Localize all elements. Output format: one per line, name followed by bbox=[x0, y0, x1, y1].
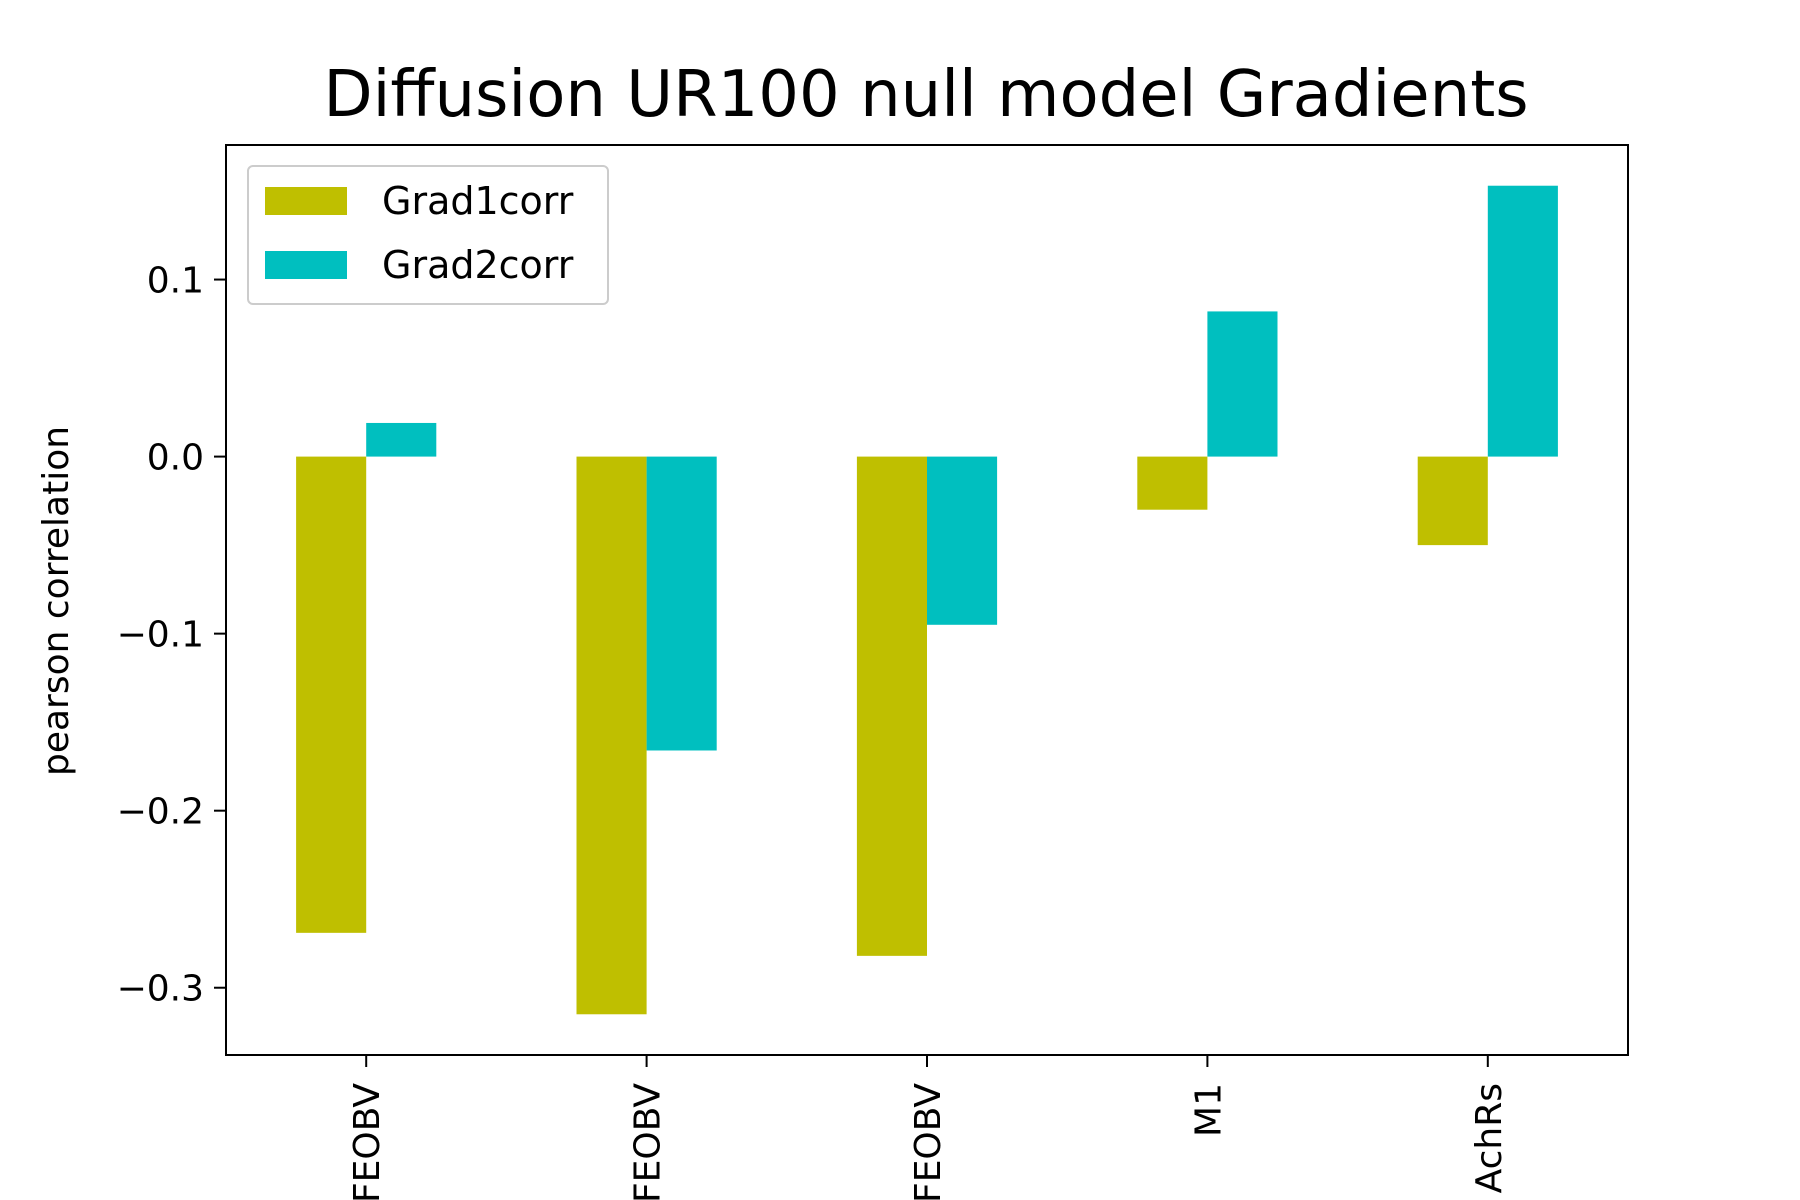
bar-Grad2corr-0 bbox=[366, 422, 437, 457]
legend-label-Grad1corr: Grad1corr bbox=[382, 179, 574, 223]
chart-title: Diffusion UR100 null model Gradients bbox=[323, 58, 1528, 132]
bar-Grad2corr-4 bbox=[1487, 185, 1558, 457]
y-tick-label-2: −0.1 bbox=[117, 615, 204, 656]
y-tick-label-0: −0.3 bbox=[117, 969, 204, 1010]
bar-Grad1corr-1 bbox=[576, 456, 647, 1015]
y-tick-label-3: 0.0 bbox=[147, 438, 204, 479]
bars-group bbox=[296, 185, 1558, 1015]
legend: Grad1corr Grad2corr bbox=[247, 165, 609, 305]
bar-Grad1corr-2 bbox=[856, 456, 927, 956]
legend-swatch-Grad1corr bbox=[265, 187, 347, 215]
y-tick-label-4: 0.1 bbox=[147, 261, 204, 302]
bar-Grad2corr-3 bbox=[1207, 311, 1278, 457]
bar-Grad1corr-4 bbox=[1417, 456, 1488, 546]
bar-Grad2corr-2 bbox=[927, 456, 998, 625]
bar-Grad1corr-0 bbox=[296, 456, 367, 933]
x-axis-ticks: FEOBV FEOBV FEOBV M1 AchRs bbox=[347, 1055, 1510, 1200]
x-tick-label-0: FEOBV bbox=[347, 1083, 388, 1200]
y-axis-ticks: −0.3 −0.2 −0.1 0.0 0.1 bbox=[117, 261, 226, 1010]
bar-Grad2corr-1 bbox=[646, 456, 717, 751]
y-axis-label: pearson correlation bbox=[36, 426, 77, 776]
legend-swatch-Grad2corr bbox=[265, 251, 347, 279]
y-tick-label-1: −0.2 bbox=[117, 792, 204, 833]
x-tick-label-2: FEOBV bbox=[908, 1083, 949, 1200]
x-tick-label-3: M1 bbox=[1188, 1083, 1229, 1137]
plot-frame bbox=[225, 144, 1629, 1056]
x-tick-label-1: FEOBV bbox=[628, 1083, 669, 1200]
legend-label-Grad2corr: Grad2corr bbox=[382, 243, 574, 287]
x-tick-label-4: AchRs bbox=[1469, 1083, 1510, 1193]
bar-Grad1corr-3 bbox=[1137, 456, 1208, 510]
